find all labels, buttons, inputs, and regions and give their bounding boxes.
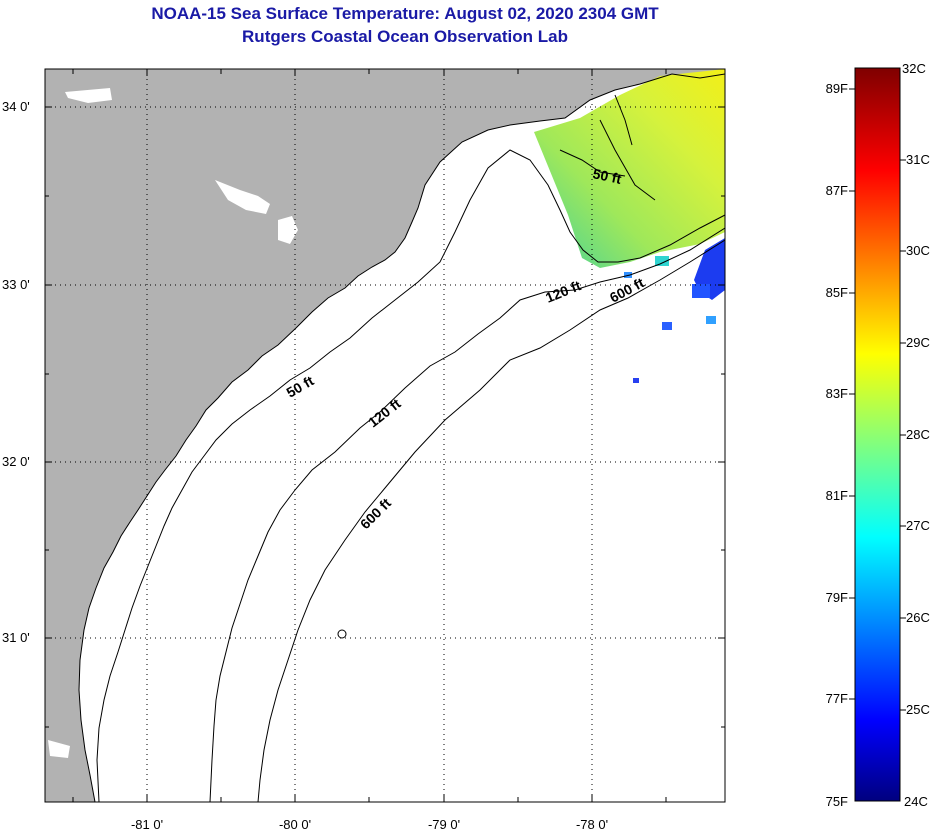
- lake: [215, 180, 270, 214]
- lon-label: -80 0': [279, 817, 311, 832]
- axis-ticks: [45, 69, 725, 802]
- lake: [278, 216, 298, 244]
- sst-cool-patch: [692, 284, 710, 298]
- colorbar-f-label: 83F: [826, 386, 848, 401]
- colorbar: [854, 67, 901, 802]
- sst-swath: [534, 69, 725, 268]
- graticule: [45, 69, 725, 802]
- map-subtitle: Rutgers Coastal Ocean Observation Lab: [242, 27, 568, 46]
- colorbar-f-label: 77F: [826, 691, 848, 706]
- colorbar-f-label: 79F: [826, 590, 848, 605]
- contour-600ft: [257, 239, 725, 802]
- colorbar-f-label: 85F: [826, 285, 848, 300]
- lat-label: 31 0': [2, 630, 30, 645]
- contour-120ft: [209, 227, 725, 802]
- contour-label-50ft: 50 ft: [591, 165, 623, 187]
- colorbar-c-label: 26C: [906, 610, 930, 625]
- lon-label: -79 0': [428, 817, 460, 832]
- lon-label: -81 0': [131, 817, 163, 832]
- plot-frame: [44, 68, 726, 803]
- colorbar-c-label: 24C: [904, 794, 928, 809]
- sst-cool-patch: [662, 322, 672, 330]
- colorbar-c-label: 29C: [906, 335, 930, 350]
- contour-50ft: [96, 149, 725, 802]
- river: [559, 149, 626, 177]
- lake: [65, 88, 112, 103]
- lat-label: 34 0': [2, 99, 30, 114]
- colorbar-f-label: 75F: [826, 794, 848, 809]
- colorbar-c-label: 32C: [902, 61, 926, 76]
- sst-cool-patch: [655, 256, 669, 266]
- colorbar-c-label: 30C: [906, 243, 930, 258]
- map-title: NOAA-15 Sea Surface Temperature: August …: [151, 4, 659, 23]
- colorbar-f-label: 89F: [826, 81, 848, 96]
- land-mass: [45, 69, 725, 802]
- lon-label: -78 0': [576, 817, 608, 832]
- coastline: [78, 73, 725, 802]
- sst-cool-patch: [633, 378, 639, 383]
- river: [599, 119, 656, 201]
- colorbar-f-label: 81F: [826, 488, 848, 503]
- lake: [48, 740, 70, 758]
- colorbar-ticks: [849, 88, 906, 711]
- colorbar-c-label: 25C: [906, 702, 930, 717]
- colorbar-c-label: 28C: [906, 427, 930, 442]
- lat-label: 32 0': [2, 454, 30, 469]
- colorbar-f-label: 87F: [826, 183, 848, 198]
- seamount-contour: [337, 629, 347, 639]
- colorbar-c-label: 31C: [906, 152, 930, 167]
- lat-label: 33 0': [2, 277, 30, 292]
- colorbar-c-label: 27C: [906, 518, 930, 533]
- river: [614, 94, 633, 146]
- sst-cool-patch: [706, 316, 716, 324]
